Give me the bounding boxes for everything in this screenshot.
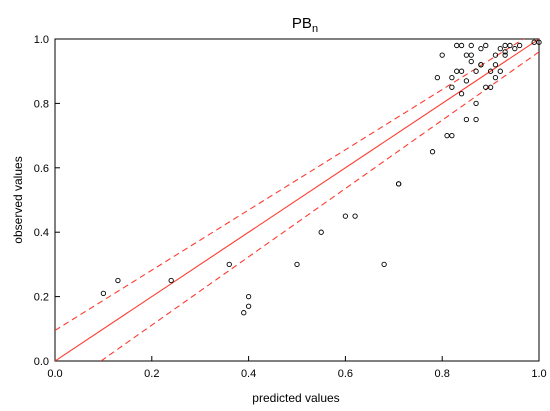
- x-axis-label: predicted values: [252, 391, 339, 405]
- x-tick-label: 1.0: [531, 368, 546, 380]
- y-tick-label: 0.6: [34, 163, 49, 175]
- data-point: [478, 46, 484, 52]
- data-point: [449, 84, 455, 90]
- data-point: [318, 229, 324, 235]
- data-point: [454, 68, 460, 74]
- data-point: [512, 46, 518, 52]
- data-point: [449, 74, 455, 81]
- y-tick-label: 1.0: [34, 34, 49, 46]
- y-tick-label: 0.4: [34, 227, 49, 239]
- data-point: [468, 58, 474, 65]
- data-point: [468, 52, 474, 58]
- confidence-band-lower: [100, 51, 539, 361]
- data-point: [434, 74, 441, 81]
- plot-area: 0.0 0.2 0.4 0.6 0.8 1.0 0.0 0.2 0.4 0.6 0.8 1.0: [34, 34, 547, 380]
- data-point: [352, 213, 358, 219]
- y-tick-label: 0.8: [34, 98, 49, 110]
- data-point: [458, 68, 465, 74]
- data-point: [492, 74, 499, 81]
- data-point: [444, 132, 450, 139]
- data-point: [245, 293, 252, 300]
- data-point: [381, 261, 387, 268]
- data-point: [458, 91, 465, 97]
- confidence-band-upper: [55, 39, 525, 331]
- data-point: [487, 84, 494, 90]
- data-point: [468, 42, 474, 49]
- data-point: [439, 52, 445, 58]
- data-point: [463, 78, 470, 84]
- data-point: [429, 149, 436, 155]
- data-point: [502, 52, 508, 58]
- data-point: [536, 39, 542, 45]
- data-point: [497, 46, 503, 52]
- data-point: [473, 68, 479, 74]
- data-point: [458, 42, 465, 49]
- data-point: [492, 62, 499, 68]
- y-axis-label: observed values: [11, 156, 25, 243]
- x-tick-label: 0.6: [338, 368, 353, 380]
- chart-title: PBn: [292, 15, 318, 35]
- data-point: [395, 181, 402, 187]
- data-point: [492, 52, 499, 58]
- data-point: [100, 290, 107, 297]
- data-point: [294, 261, 300, 268]
- x-tick-label: 0.4: [241, 368, 256, 380]
- data-point: [507, 42, 513, 49]
- data-point: [241, 310, 247, 316]
- data-point: [516, 42, 523, 49]
- data-point: [483, 42, 489, 49]
- y-tick-label: 0.0: [34, 356, 49, 368]
- data-point: [342, 213, 349, 219]
- data-point: [454, 42, 460, 49]
- data-point: [115, 277, 121, 284]
- data-point: [487, 68, 494, 74]
- data-point: [478, 62, 484, 68]
- data-point: [497, 68, 503, 74]
- x-tick-label: 0.8: [435, 368, 450, 380]
- fit-line: [55, 39, 539, 361]
- x-tick-label: 0.2: [144, 368, 159, 380]
- x-tick-label: 0.0: [47, 368, 62, 380]
- data-point: [502, 42, 508, 49]
- data-point: [463, 52, 470, 58]
- y-tick-label: 0.2: [34, 292, 49, 304]
- data-point: [473, 116, 479, 123]
- data-point: [168, 277, 174, 284]
- data-point: [463, 116, 470, 123]
- data-point: [473, 100, 479, 107]
- data-point: [502, 49, 508, 55]
- plot-frame: [54, 38, 540, 362]
- data-point: [449, 132, 455, 139]
- data-point: [226, 261, 232, 268]
- data-point: [245, 303, 252, 309]
